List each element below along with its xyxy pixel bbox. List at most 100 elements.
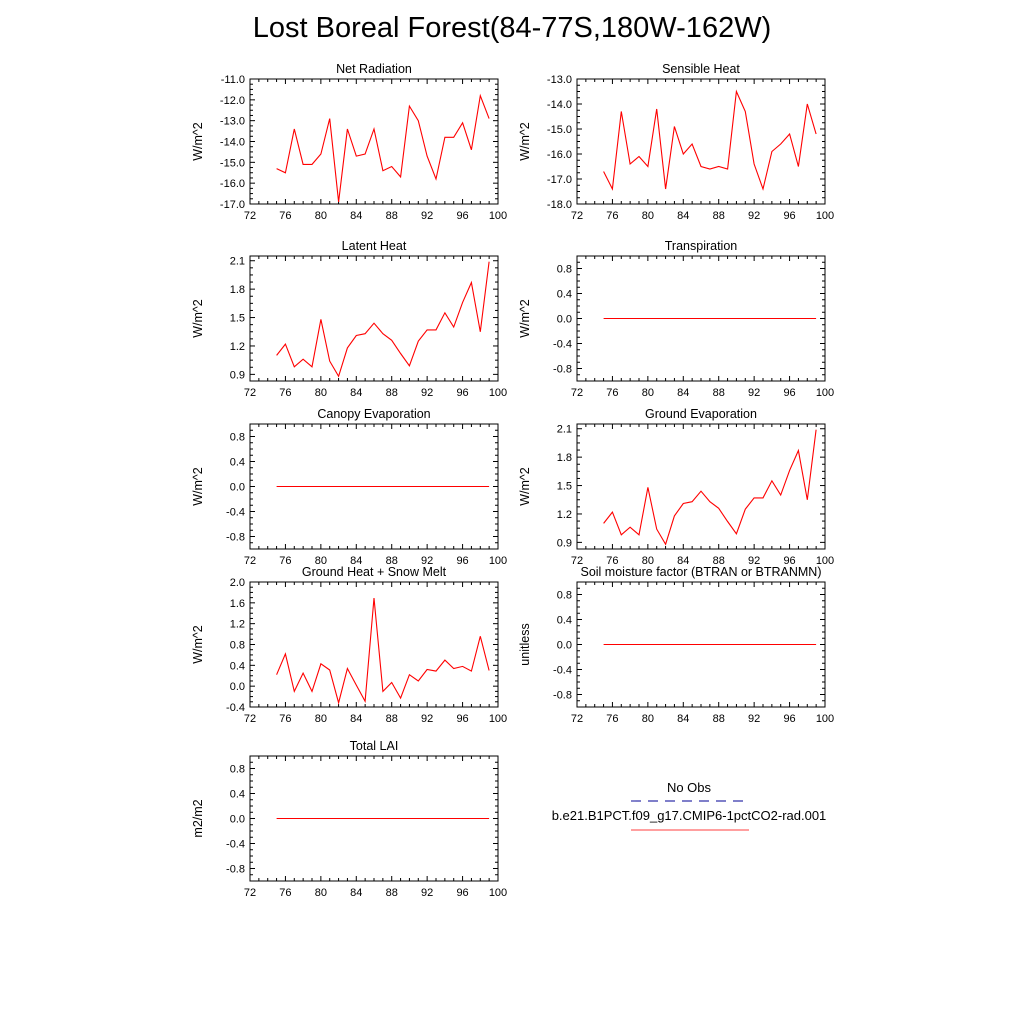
y-tick-label: -15.0 xyxy=(220,157,245,169)
x-tick-label: 84 xyxy=(677,713,689,725)
plot-frame xyxy=(249,255,499,382)
panel-total-lai: Total LAI 72 76 80 84 88 92 96 100 0.8 0.4 0.0 -0.4 -… xyxy=(191,739,507,899)
legend: No Obs b.e21.B1PCT.f09_g17.CMIP6-1pctCO2… xyxy=(552,780,827,831)
plot-frame xyxy=(249,78,499,205)
panel-title: Total LAI xyxy=(350,739,399,753)
x-tick-label: 92 xyxy=(421,210,433,222)
y-tick-label: -12.0 xyxy=(220,95,245,107)
x-tick-label: 72 xyxy=(244,887,256,899)
x-tick-label: 88 xyxy=(713,555,725,567)
panel-title: Sensible Heat xyxy=(662,62,740,76)
x-tick-label: 100 xyxy=(816,713,834,725)
series-line-net-radiation xyxy=(276,93,490,202)
x-tick-label: 96 xyxy=(456,713,468,725)
y-tick-label: -0.4 xyxy=(553,339,572,351)
x-tick-label: 96 xyxy=(783,713,795,725)
y-tick-label: 0.4 xyxy=(230,789,245,801)
x-tick-label: 92 xyxy=(748,555,760,567)
x-tick-label: 84 xyxy=(350,713,362,725)
y-axis-label: W/m^2 xyxy=(518,299,532,338)
y-tick-label: -16.0 xyxy=(220,178,245,190)
legend-obs-label: No Obs xyxy=(667,780,712,795)
y-tick-label: 0.0 xyxy=(230,681,245,693)
y-tick-label: -17.0 xyxy=(220,199,245,211)
x-tick-label: 88 xyxy=(713,713,725,725)
x-tick-label: 76 xyxy=(279,713,291,725)
series-line-ground-evaporation xyxy=(603,429,817,546)
x-tick-label: 100 xyxy=(816,387,834,399)
x-tick-label: 80 xyxy=(315,387,327,399)
x-tick-label: 88 xyxy=(386,387,398,399)
panel-ground-heat-snow-melt: Ground Heat + Snow Melt 72 76 80 84 88 92 96 100… xyxy=(191,565,507,725)
y-axis-label: W/m^2 xyxy=(191,299,205,338)
x-tick-label: 96 xyxy=(783,387,795,399)
y-tick-label: 0.0 xyxy=(557,640,572,652)
y-tick-label: 0.8 xyxy=(230,432,245,444)
y-tick-label: 0.4 xyxy=(557,289,572,301)
series-line-sensible-heat xyxy=(603,89,817,191)
x-tick-label: 88 xyxy=(386,555,398,567)
y-tick-label: -15.0 xyxy=(547,124,572,136)
x-tick-label: 84 xyxy=(350,555,362,567)
x-tick-label: 88 xyxy=(386,210,398,222)
x-tick-label: 76 xyxy=(279,387,291,399)
y-tick-label: 0.4 xyxy=(230,660,245,672)
y-axis-label: m2/m2 xyxy=(191,799,205,837)
y-tick-label: -14.0 xyxy=(220,137,245,149)
series-line-ground-heat-snow-melt xyxy=(276,598,490,705)
panel-sensible-heat: Sensible Heat 72 76 80 84 88 92 96 100 -13.0 -14.0… xyxy=(518,62,834,222)
y-tick-label: -0.8 xyxy=(226,532,245,544)
x-tick-label: 96 xyxy=(456,555,468,567)
x-tick-label: 76 xyxy=(606,210,618,222)
y-tick-label: 1.2 xyxy=(230,341,245,353)
x-tick-label: 96 xyxy=(456,887,468,899)
x-tick-label: 100 xyxy=(489,210,507,222)
y-tick-label: -0.4 xyxy=(553,665,572,677)
panel-title: Ground Evaporation xyxy=(645,407,757,421)
y-tick-label: 1.2 xyxy=(557,509,572,521)
panel-title: Soil moisture factor (BTRAN or BTRANMN) xyxy=(580,565,821,579)
x-tick-label: 76 xyxy=(606,555,618,567)
x-tick-label: 72 xyxy=(244,210,256,222)
y-tick-label: -16.0 xyxy=(547,149,572,161)
x-tick-label: 88 xyxy=(713,387,725,399)
x-tick-label: 72 xyxy=(244,387,256,399)
x-tick-label: 92 xyxy=(748,387,760,399)
x-tick-label: 84 xyxy=(677,387,689,399)
x-tick-label: 92 xyxy=(748,210,760,222)
panel-title: Ground Heat + Snow Melt xyxy=(302,565,447,579)
x-tick-label: 100 xyxy=(816,555,834,567)
x-tick-label: 100 xyxy=(489,387,507,399)
x-tick-label: 92 xyxy=(421,387,433,399)
y-tick-label: 0.9 xyxy=(557,537,572,549)
x-tick-label: 76 xyxy=(279,210,291,222)
y-tick-label: -0.4 xyxy=(226,702,245,714)
x-tick-label: 96 xyxy=(456,210,468,222)
figure-title: Lost Boreal Forest(84-77S,180W-162W) xyxy=(252,12,772,44)
y-tick-label: 1.8 xyxy=(230,284,245,296)
x-tick-label: 76 xyxy=(606,387,618,399)
legend-model-label: b.e21.B1PCT.f09_g17.CMIP6-1pctCO2-rad.00… xyxy=(552,808,827,823)
x-tick-label: 84 xyxy=(350,387,362,399)
y-tick-label: 0.8 xyxy=(230,764,245,776)
y-tick-label: -0.8 xyxy=(553,364,572,376)
series-line-latent-heat xyxy=(276,261,490,378)
x-tick-label: 76 xyxy=(279,887,291,899)
x-tick-label: 80 xyxy=(642,210,654,222)
y-tick-label: 0.0 xyxy=(557,314,572,326)
y-axis-label: W/m^2 xyxy=(191,467,205,506)
panel-ground-evaporation: Ground Evaporation 72 76 80 84 88 92 96 100 2.1 1.… xyxy=(518,407,834,567)
y-tick-label: -0.4 xyxy=(226,839,245,851)
y-axis-label: W/m^2 xyxy=(518,122,532,161)
panel-canopy-evaporation: Canopy Evaporation 72 76 80 84 88 92 96 100 0.8 0.… xyxy=(191,407,507,567)
y-tick-label: 0.8 xyxy=(557,264,572,276)
x-tick-label: 72 xyxy=(571,387,583,399)
panel-transpiration: Transpiration 72 76 80 84 88 92 96 100 0.8 0.4 0.0 -… xyxy=(518,239,834,399)
x-tick-label: 88 xyxy=(386,713,398,725)
x-tick-label: 80 xyxy=(315,887,327,899)
panel-latent-heat: Latent Heat 72 76 80 84 88 92 96 100 2.1 1.8 1.5 1.2… xyxy=(191,239,507,399)
y-tick-label: 1.2 xyxy=(230,619,245,631)
y-axis-label: W/m^2 xyxy=(191,122,205,161)
y-tick-label: 0.8 xyxy=(230,640,245,652)
y-tick-label: 0.8 xyxy=(557,590,572,602)
